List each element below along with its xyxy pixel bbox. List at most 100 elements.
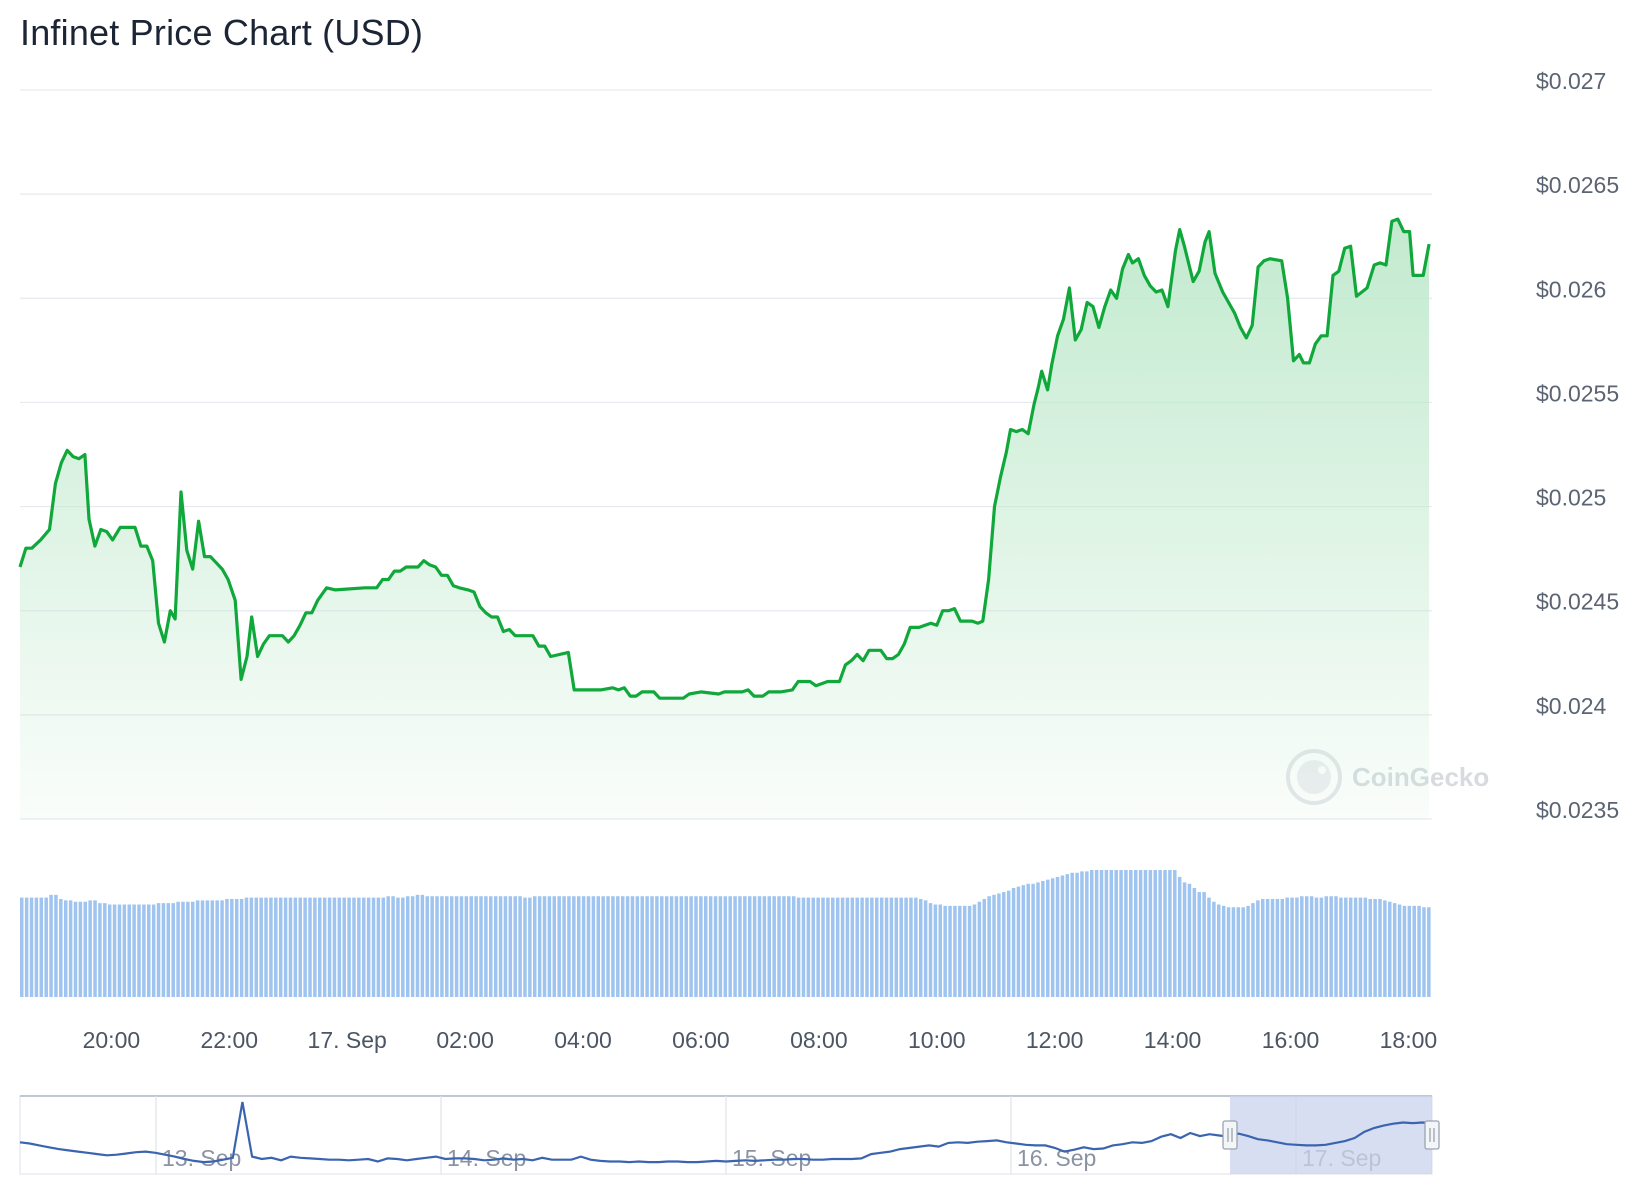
- volume-bar: [708, 896, 713, 997]
- volume-bar: [1339, 897, 1343, 997]
- volume-bar: [337, 897, 342, 997]
- volume-bar: [865, 897, 869, 997]
- volume-bar: [171, 903, 175, 997]
- volume-bar: [938, 904, 943, 997]
- volume-bar: [489, 896, 493, 997]
- volume-bar: [1353, 897, 1358, 997]
- x-tick-label: 12:00: [1026, 1027, 1084, 1053]
- y-axis-labels: $0.027 $0.0265 $0.026 $0.0255 $0.025 $0.0245 $…: [1536, 68, 1619, 823]
- chart-title: Infinet Price Chart (USD): [20, 12, 424, 53]
- volume-bar: [1348, 897, 1353, 997]
- volume-bar: [611, 896, 615, 997]
- volume-bar: [493, 896, 498, 997]
- volume-bar: [117, 904, 122, 997]
- volume-bar: [713, 896, 718, 997]
- volume-bar: [1402, 905, 1407, 997]
- volume-bar: [1314, 897, 1319, 997]
- volume-bar: [811, 897, 815, 997]
- volume-bar: [791, 896, 796, 997]
- x-tick-label: 10:00: [908, 1027, 966, 1053]
- volume-bar: [1158, 870, 1162, 997]
- volume-bar: [635, 896, 640, 997]
- volume-bar: [757, 896, 762, 997]
- volume-bar: [772, 896, 776, 997]
- navigator-right-handle[interactable]: [1424, 1120, 1440, 1150]
- navigator-selected-range[interactable]: [1230, 1096, 1432, 1174]
- volume-bar: [1070, 872, 1074, 997]
- volume-bar: [220, 900, 224, 997]
- x-tick-label: 16:00: [1262, 1027, 1320, 1053]
- volume-bar: [840, 897, 845, 997]
- volume-bar: [918, 898, 923, 997]
- volume-bar: [1085, 871, 1089, 997]
- volume-bar: [366, 897, 371, 997]
- volume-bar: [210, 900, 215, 997]
- volume-bar: [1378, 898, 1382, 997]
- volume-bar: [664, 896, 669, 997]
- volume-bar: [1060, 875, 1065, 997]
- volume-bar: [616, 896, 620, 997]
- volume-bar: [1050, 878, 1055, 997]
- x-tick-label: 18:00: [1380, 1027, 1438, 1053]
- volume-bar: [743, 896, 747, 997]
- volume-bar: [234, 898, 239, 997]
- volume-bar: [928, 903, 933, 997]
- volume-bar: [1407, 905, 1412, 997]
- volume-bar: [498, 896, 503, 997]
- volume-bar: [200, 900, 205, 997]
- navigator-handles[interactable]: [1222, 1120, 1440, 1150]
- x-tick-label: 22:00: [201, 1027, 259, 1053]
- volume-bar: [410, 896, 415, 997]
- volume-bar: [977, 901, 982, 997]
- volume-bar: [660, 896, 664, 997]
- volume-bar: [655, 896, 659, 997]
- volume-bar: [435, 896, 439, 997]
- volume-bar: [352, 897, 356, 997]
- x-axis-labels: 20:00 22:00 17. Sep 02:00 04:00 06:00 08:00 10:…: [83, 1027, 1438, 1053]
- volume-bar: [518, 896, 522, 997]
- volume-bar: [20, 897, 24, 997]
- volume-bar: [1422, 907, 1426, 997]
- volume-bar: [1089, 870, 1094, 997]
- volume-bar: [39, 897, 44, 997]
- volume-bar: [567, 896, 571, 997]
- volume-bar: [78, 901, 83, 997]
- volume-bar: [464, 896, 469, 997]
- volume-bar: [1129, 870, 1133, 997]
- volume-bar: [122, 904, 127, 997]
- volume-bar: [313, 897, 317, 997]
- volume-bar: [1065, 874, 1070, 997]
- volume-bar: [576, 896, 581, 997]
- volume-bar: [278, 897, 283, 997]
- volume-bar: [782, 896, 786, 997]
- volume-bar: [127, 904, 131, 997]
- volume-bar: [112, 904, 117, 997]
- volume-bar: [391, 896, 395, 997]
- volume-bar: [298, 897, 302, 997]
- volume-bar: [1427, 907, 1431, 997]
- volume-bar: [547, 896, 552, 997]
- volume-bar: [503, 896, 508, 997]
- volume-bar: [572, 896, 576, 997]
- volume-bar: [49, 894, 53, 997]
- volume-bar: [845, 897, 850, 997]
- volume-bar: [650, 896, 654, 997]
- volume-bar: [508, 896, 513, 997]
- volume-bar: [161, 903, 166, 997]
- volume-bar: [1329, 896, 1333, 997]
- volume-bar: [1221, 905, 1226, 997]
- volume-bar: [894, 897, 899, 997]
- volume-bar: [371, 897, 376, 997]
- navigator-left-handle[interactable]: [1222, 1120, 1238, 1150]
- volume-bar: [718, 896, 723, 997]
- volume-bar: [1368, 898, 1372, 997]
- volume-bar: [586, 896, 591, 997]
- volume-bar: [669, 896, 674, 997]
- volume-bar: [1275, 898, 1280, 997]
- volume-bar: [1094, 870, 1099, 997]
- volume-bar: [357, 897, 361, 997]
- volume-bar: [831, 897, 835, 997]
- volume-bar: [630, 896, 635, 997]
